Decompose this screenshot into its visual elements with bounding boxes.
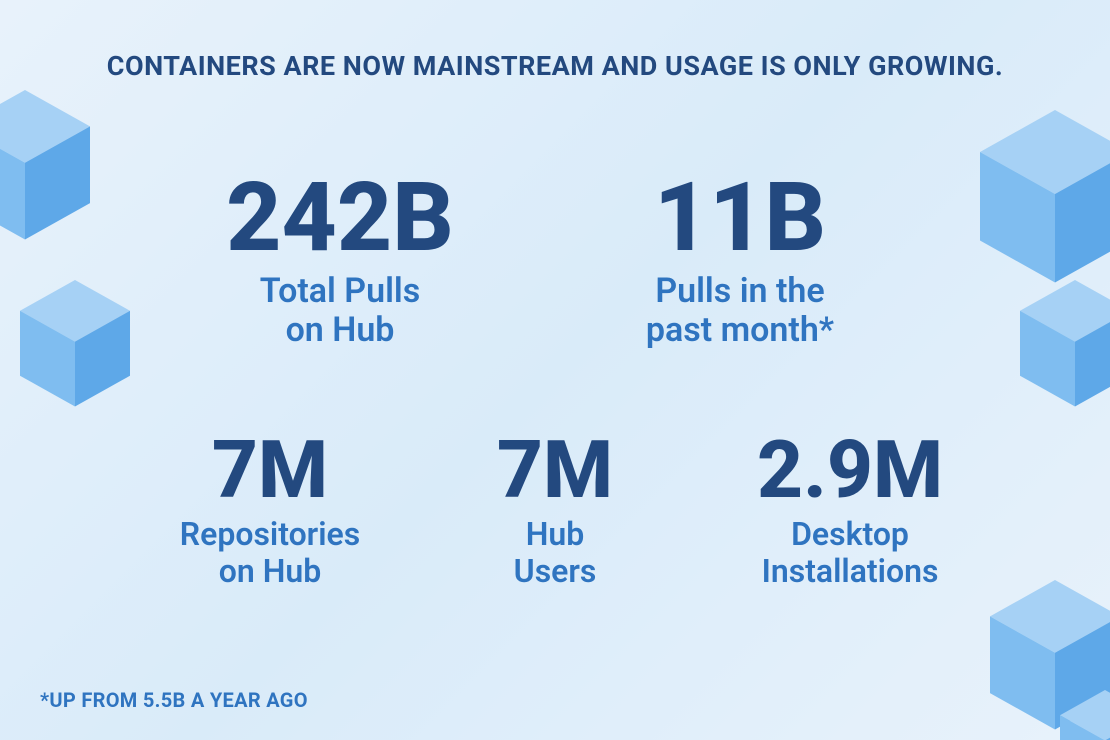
cube-icon [0,90,90,240]
stat-value: 2.9M [700,430,1000,510]
stat-pulls-past-month: 11B Pulls in thepast month* [580,170,900,350]
infographic-canvas: CONTAINERS ARE NOW MAINSTREAM AND USAGE … [0,0,1110,740]
stat-total-pulls: 242B Total Pullson Hub [190,170,490,350]
stat-value: 11B [580,170,900,266]
headline: CONTAINERS ARE NOW MAINSTREAM AND USAGE … [0,50,1110,82]
cube-icon [1060,690,1110,740]
cube-icon [980,110,1110,283]
stat-hub-users: 7M HubUsers [430,430,680,590]
stat-label: Pulls in thepast month* [580,272,900,350]
cube-icon [1020,280,1110,407]
cube-icon [20,280,130,407]
stat-value: 7M [130,430,410,510]
footnote: *UP FROM 5.5B A YEAR AGO [40,688,308,712]
stat-label: DesktopInstallations [700,516,1000,590]
stat-label: Repositorieson Hub [130,516,410,590]
stat-label: Total Pullson Hub [190,272,490,350]
stat-desktop-installs: 2.9M DesktopInstallations [700,430,1000,590]
stat-value: 242B [190,170,490,266]
stat-label: HubUsers [430,516,680,590]
stat-repositories: 7M Repositorieson Hub [130,430,410,590]
stat-value: 7M [430,430,680,510]
